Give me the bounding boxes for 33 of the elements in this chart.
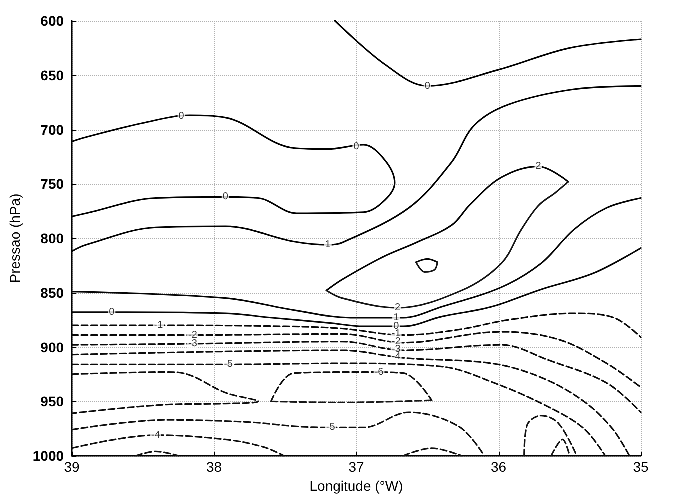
y-tick-label: 1000 xyxy=(32,448,64,464)
x-tick-label: 39 xyxy=(64,459,80,475)
y-tick-label: 750 xyxy=(40,176,64,192)
annotation: 0 xyxy=(178,111,185,122)
y-tick-label: 850 xyxy=(40,284,64,301)
annotation: -4 xyxy=(392,352,402,363)
annotation: -1 xyxy=(154,320,164,331)
annotation: 0 xyxy=(222,192,229,203)
annotation: 0 xyxy=(109,306,116,318)
annotation: -2 xyxy=(188,330,198,341)
x-tick-label: 35 xyxy=(633,459,649,475)
x-axis-title: Longitude (°W) xyxy=(310,478,404,494)
x-tick-label: 38 xyxy=(206,459,222,475)
x-tick-label: 36 xyxy=(490,459,507,475)
annotation: 1 xyxy=(394,312,400,324)
annotation: 0 xyxy=(354,142,360,153)
y-tick-label: 650 xyxy=(40,67,64,84)
annotation: -4 xyxy=(152,430,161,441)
y-tick-label: 700 xyxy=(40,122,64,138)
annotation: -6 xyxy=(374,366,384,378)
y-tick-label: 900 xyxy=(40,339,64,356)
annotation: -5 xyxy=(326,422,336,434)
y-axis-title: Pressao (hPa) xyxy=(7,194,23,284)
y-tick-label: 950 xyxy=(40,394,64,410)
annotation: 1 xyxy=(325,240,332,251)
annotation: 2 xyxy=(536,161,542,172)
annotation: -3 xyxy=(188,338,198,350)
annotation: -5 xyxy=(224,359,234,370)
annotation: 0 xyxy=(424,80,431,92)
annotation: 2 xyxy=(394,302,401,314)
y-tick-label: 600 xyxy=(40,13,64,29)
x-tick-label: 37 xyxy=(348,459,365,475)
y-tick-label: 800 xyxy=(40,230,64,246)
